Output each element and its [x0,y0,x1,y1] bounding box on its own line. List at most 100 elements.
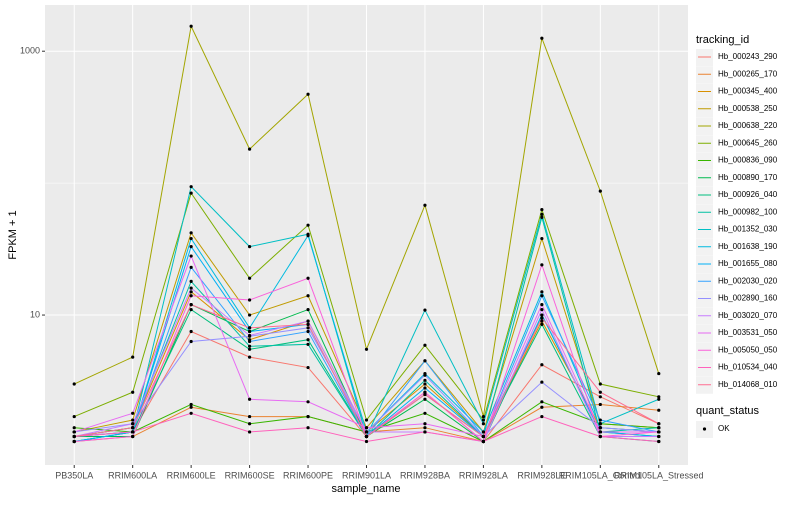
data-point [189,303,193,307]
data-point [481,439,486,444]
data-point [72,439,76,444]
data-point [72,426,76,430]
data-point [247,430,252,434]
data-point [540,363,544,367]
data-point [306,294,310,298]
legend-label: OK [718,424,730,433]
data-point [306,234,310,238]
data-point [247,347,252,351]
data-point [540,380,544,384]
data-point [423,411,427,415]
data-point [598,402,602,407]
data-point [72,414,76,419]
data-point [247,397,252,401]
x-tick-label: RRIM600SE [225,470,275,480]
data-point [189,185,193,189]
data-point [423,397,427,401]
data-point [131,418,135,422]
data-point [247,245,252,249]
data-point [540,307,544,312]
x-axis-title: sample_name [331,483,400,495]
data-point [72,434,76,439]
legend-label: Hb_001655_080 [718,259,778,268]
data-point [540,263,544,267]
legend-label: Hb_014068_010 [718,380,778,389]
data-point [131,355,135,359]
data-point [598,382,602,386]
data-point [247,276,252,280]
x-tick-label: RRIM105LA_Control [559,470,642,480]
data-point [306,319,310,323]
data-point [247,329,252,334]
x-tick-label: PB350LA [55,470,93,480]
data-point [364,434,369,439]
data-point [364,426,369,430]
legend-label: Hb_000926_040 [718,190,778,199]
data-point [364,347,369,351]
data-point [423,422,427,426]
data-point [131,422,135,426]
legend-label: Hb_005050_050 [718,345,778,354]
data-point [423,392,427,397]
data-point [189,191,193,195]
data-point [306,223,310,227]
data-point [364,430,369,434]
x-tick-label: RRIM928LE [517,470,566,480]
data-point [247,414,252,419]
data-point [72,382,76,386]
data-point [423,308,427,312]
legend-label: Hb_000982_100 [718,207,778,216]
data-point [540,294,544,298]
x-tick-label: RRIM901LA [342,470,391,480]
data-point [423,203,427,207]
data-point [423,382,427,386]
data-point [540,414,544,419]
data-point [131,411,135,415]
data-point [540,316,544,320]
data-point [540,313,544,317]
legend-label: Hb_001638_190 [718,242,778,251]
legend-swatch [702,427,707,431]
data-point [247,298,252,302]
legend-label: Hb_010534_040 [718,363,778,372]
y-axis-title: FPKM + 1 [7,210,19,259]
data-point [423,426,427,430]
x-tick-label: RRIM600LA [108,470,157,480]
data-point [189,279,193,283]
legend-label: Hb_002890_160 [718,294,778,303]
data-point [423,359,427,363]
data-point [189,265,193,269]
data-point [540,212,544,216]
data-point [598,426,602,430]
data-point [540,36,544,40]
x-tick-label: RRIM600LE [167,470,216,480]
data-point [540,322,544,326]
data-point [657,371,661,376]
data-point [247,339,252,344]
data-point [306,400,310,404]
data-point [540,290,544,294]
data-point [598,422,602,426]
legend-label: Hb_000836_090 [718,156,778,165]
data-point [189,339,193,344]
data-point [423,430,427,434]
data-point [540,215,544,219]
data-point [131,430,135,434]
data-point [481,418,486,422]
data-point [189,329,193,334]
data-point [364,439,369,444]
data-point [189,307,193,312]
data-point [481,414,486,419]
data-point [657,426,661,430]
data-point [189,286,193,290]
data-point [540,207,544,212]
data-point [657,395,661,399]
data-point [657,397,661,401]
x-tick-label: RRIM928BA [400,470,450,480]
legend-label: Hb_003531_050 [718,328,778,337]
data-point [189,290,193,294]
data-point [247,422,252,426]
data-point [481,434,486,439]
data-point [657,430,661,434]
